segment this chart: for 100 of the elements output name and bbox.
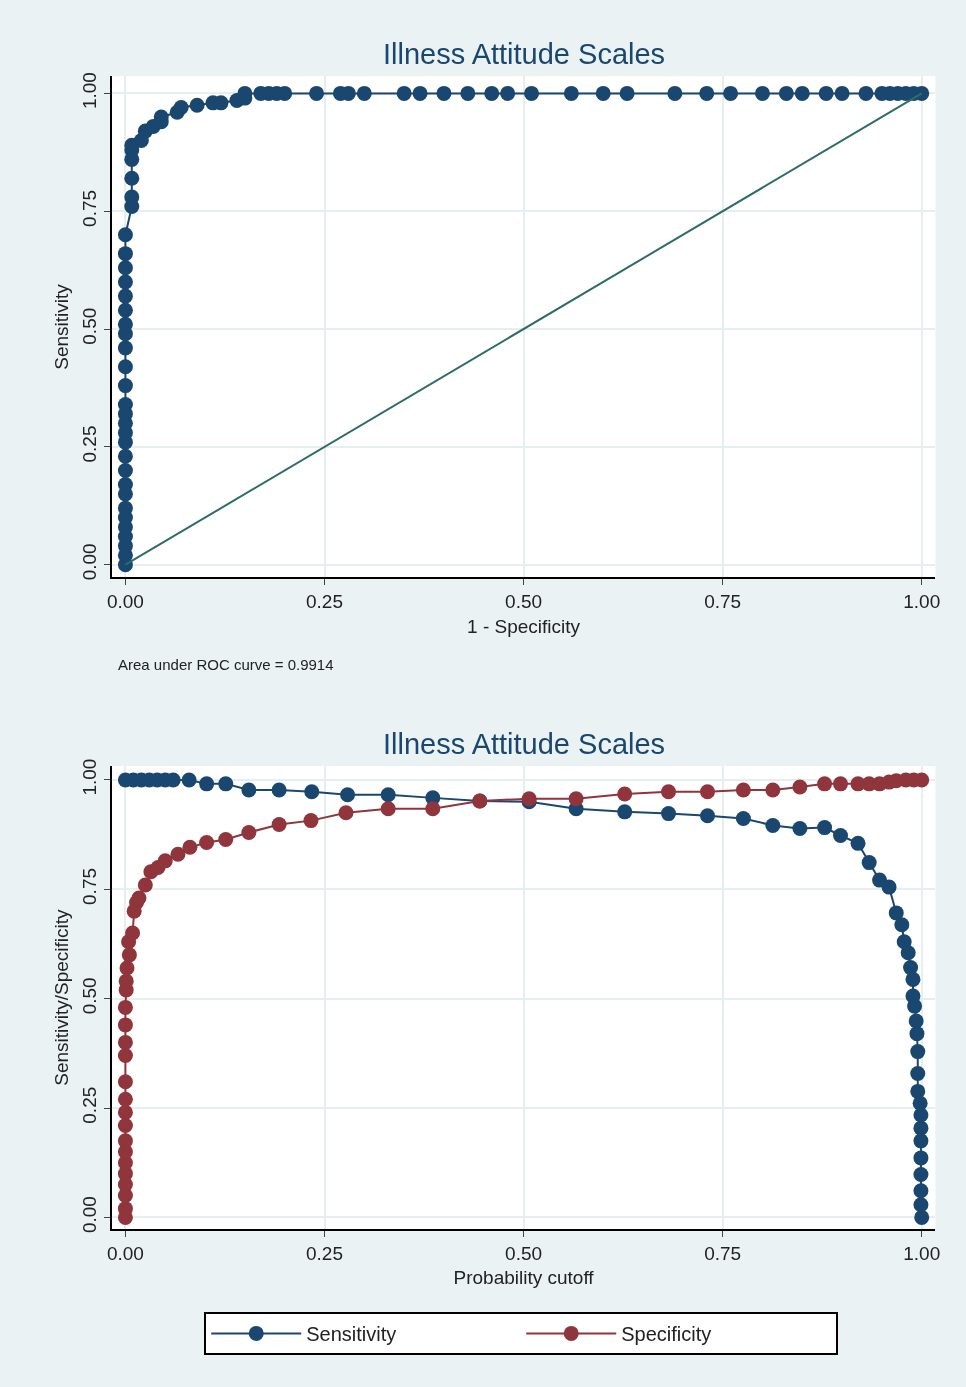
point: [117, 1074, 133, 1090]
y-tick-label: 1.00: [79, 758, 101, 796]
point: [910, 1044, 926, 1060]
point: [125, 925, 141, 941]
x-tick-label: 0.00: [106, 1243, 144, 1265]
point: [617, 786, 633, 802]
point: [700, 808, 716, 824]
y-tick-label: 0.75: [79, 867, 101, 905]
point: [909, 1026, 925, 1042]
point: [340, 787, 356, 803]
point: [817, 820, 833, 836]
point: [181, 772, 197, 788]
point: [182, 839, 198, 855]
point: [338, 805, 354, 821]
point: [199, 776, 215, 792]
point: [304, 784, 320, 800]
x-tick-label: 1.00: [903, 591, 941, 613]
x-tick-label: 0.50: [505, 591, 543, 613]
y-tick-label: 0.25: [79, 1086, 101, 1124]
point: [913, 1167, 929, 1183]
point: [617, 804, 633, 820]
legend-label: Specificity: [621, 1323, 712, 1346]
x-tick-label: 0.50: [505, 1243, 543, 1265]
point: [913, 1150, 929, 1166]
point: [241, 824, 257, 840]
point: [913, 1107, 929, 1123]
point: [661, 806, 676, 822]
point: [735, 810, 751, 826]
y-axis-title: Sensitivity/Specificity: [50, 908, 72, 1086]
point: [817, 776, 833, 792]
legend-label: Sensitivity: [306, 1323, 397, 1346]
point: [425, 801, 441, 817]
x-axis-title: Probability cutoff: [453, 1267, 595, 1289]
point: [900, 945, 916, 961]
point: [908, 1013, 924, 1029]
point: [881, 879, 897, 895]
point: [888, 905, 904, 921]
point: [907, 998, 923, 1014]
point: [735, 782, 751, 798]
x-axis-title: 1 - Specificity: [467, 615, 581, 637]
point: [833, 827, 849, 843]
point: [568, 791, 584, 807]
point: [121, 947, 137, 963]
point: [861, 855, 877, 871]
y-tick-label: 0.00: [79, 1196, 101, 1234]
y-tick-label: 0.50: [79, 307, 101, 345]
point: [380, 801, 396, 817]
y-tick-label: 0.00: [79, 543, 101, 581]
point: [905, 971, 921, 987]
point: [913, 1120, 929, 1136]
point: [913, 1197, 929, 1213]
point: [117, 1048, 133, 1064]
point: [303, 813, 319, 829]
point: [700, 784, 716, 800]
chart-title: Illness Attitude Scales: [383, 728, 666, 760]
text: Area under ROC curve = 0.9914: [118, 656, 334, 673]
y-tick-label: 1.00: [79, 72, 101, 110]
point: [119, 960, 135, 976]
point: [241, 782, 257, 798]
x-tick-label: 0.25: [306, 1243, 343, 1265]
point: [117, 1091, 133, 1107]
point: [913, 1133, 929, 1149]
point: [910, 1065, 926, 1081]
point: [661, 784, 676, 800]
point: [894, 917, 910, 933]
point: [117, 1034, 133, 1050]
point: [117, 999, 133, 1015]
point: [833, 776, 849, 792]
x-tick-label: 0.75: [704, 1243, 742, 1265]
x-tick-label: 0.00: [106, 591, 144, 613]
y-tick-label: 0.75: [79, 189, 101, 227]
point: [117, 1133, 133, 1149]
point: [903, 960, 919, 976]
point: [271, 817, 287, 833]
point: [765, 817, 781, 833]
point: [913, 1183, 929, 1199]
point: [850, 835, 866, 851]
point: [765, 782, 781, 798]
point: [218, 831, 234, 847]
y-axis-title: Sensitivity: [50, 283, 72, 370]
x-tick-label: 1.00: [903, 1243, 941, 1265]
chart-title: Illness Attitude Scales: [383, 38, 666, 70]
point: [137, 877, 153, 893]
point: [170, 846, 186, 862]
point: [218, 776, 234, 792]
y-tick-label: 0.25: [79, 425, 101, 463]
point: [131, 890, 147, 906]
point: [117, 1017, 133, 1033]
point: [380, 787, 396, 803]
point: [271, 782, 287, 798]
point: [792, 820, 808, 836]
point: [157, 853, 173, 869]
x-tick-label: 0.75: [704, 591, 742, 613]
point: [792, 779, 808, 795]
point: [117, 1118, 133, 1134]
x-tick-label: 0.25: [306, 591, 343, 613]
point: [117, 1104, 133, 1120]
point: [914, 1209, 930, 1225]
y-tick-label: 0.50: [79, 977, 101, 1015]
point: [199, 834, 215, 850]
